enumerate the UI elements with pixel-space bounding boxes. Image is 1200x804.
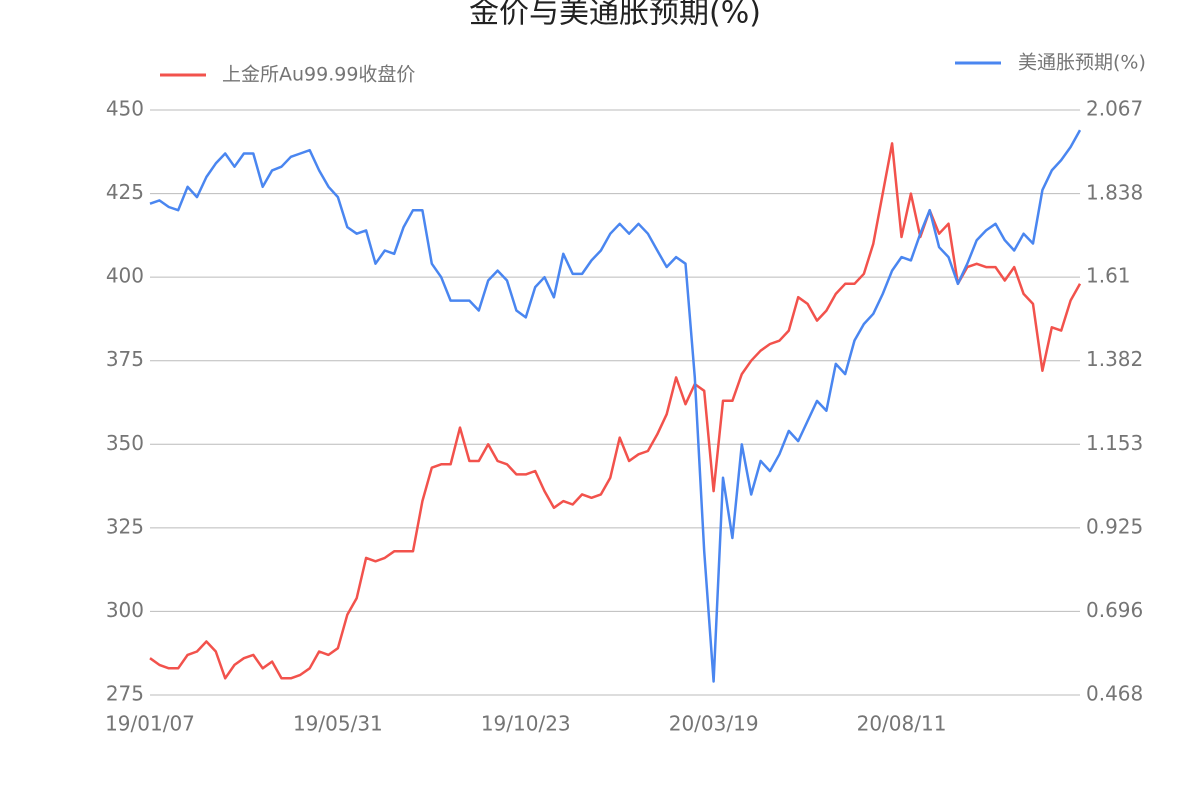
y-tick-label: 425 bbox=[106, 180, 144, 204]
line-series bbox=[149, 142, 1082, 680]
y-tick-label: 325 bbox=[106, 514, 144, 538]
x-tick-label: 19/05/31 bbox=[293, 712, 383, 736]
legend-label: 美通胀预期(%) bbox=[1018, 52, 1146, 74]
x-tick-label: 19/10/23 bbox=[481, 712, 571, 736]
x-tick-label: 20/03/19 bbox=[669, 712, 759, 736]
legend-label: 上金所Au99.99收盘价 bbox=[222, 64, 415, 86]
y-tick-label: 275 bbox=[106, 682, 144, 706]
y-tick-label: 375 bbox=[106, 347, 144, 371]
y-tick-label: 450 bbox=[106, 97, 144, 121]
y2-tick-label: 1.382 bbox=[1086, 347, 1143, 371]
y2-tick-label: 2.067 bbox=[1086, 97, 1143, 121]
y-tick-label: 300 bbox=[106, 598, 144, 622]
y2-tick-label: 1.838 bbox=[1086, 180, 1143, 204]
y2-tick-label: 1.153 bbox=[1086, 431, 1143, 455]
y-tick-label: 400 bbox=[106, 264, 144, 288]
y2-tick-label: 0.696 bbox=[1086, 598, 1143, 622]
y2-tick-label: 1.61 bbox=[1086, 264, 1131, 288]
line-series bbox=[149, 129, 1082, 683]
y-tick-label: 350 bbox=[106, 431, 144, 455]
chart-title: 金价与美通胀预期(%) bbox=[469, 0, 761, 31]
y2-tick-label: 0.925 bbox=[1086, 514, 1143, 538]
x-tick-label: 20/08/11 bbox=[857, 712, 947, 736]
x-tick-label: 19/01/07 bbox=[105, 712, 195, 736]
y2-tick-label: 0.468 bbox=[1086, 682, 1143, 706]
